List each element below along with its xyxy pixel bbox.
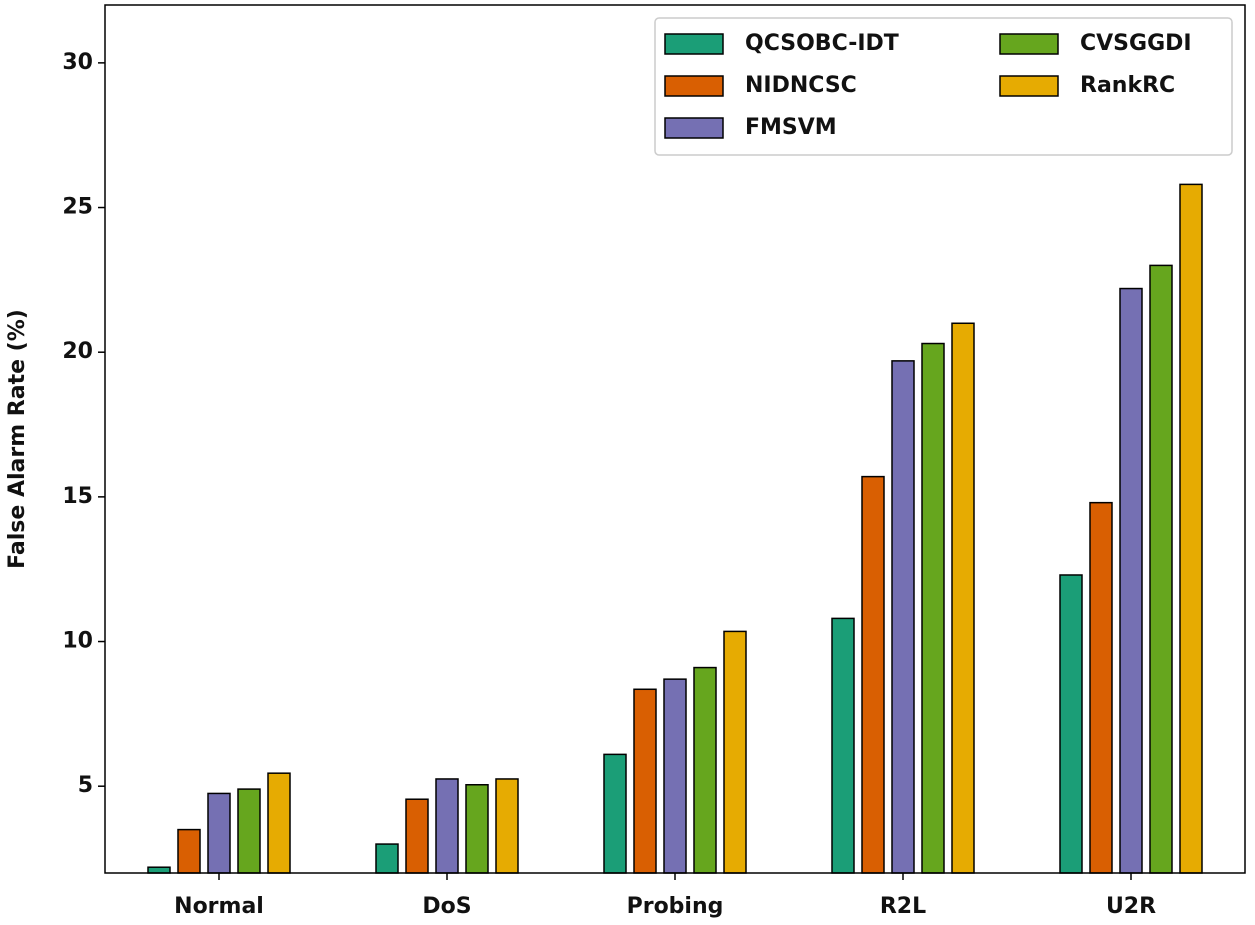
bar [861,475,885,874]
legend-swatch [664,33,724,55]
bar [495,778,519,874]
legend-label: RankRC [1080,73,1175,98]
bar [603,753,627,874]
bar [663,678,687,874]
legend-label: NIDNCSC [745,73,857,98]
x-tick-label: Normal [174,894,264,919]
bar [723,630,747,874]
bar [1179,183,1203,874]
legend-swatch [664,75,724,97]
bar [1149,264,1173,874]
legend-label: QCSOBC-IDT [745,31,899,56]
y-tick-label: 25 [62,195,93,220]
legend-label: FMSVM [745,115,837,140]
legend-label: CVSGGDI [1080,31,1192,56]
bar [177,828,201,874]
bar [147,866,171,874]
bar [1059,574,1083,874]
bar [267,772,291,874]
bar [693,666,717,874]
legend-swatch [664,117,724,139]
y-tick-label: 20 [62,339,93,364]
y-tick-label: 5 [78,773,93,798]
bar [237,788,261,874]
bar [1089,501,1113,874]
legend-frame [654,17,1233,156]
bar [435,778,459,874]
bar [375,843,399,874]
y-tick-label: 10 [62,629,93,654]
y-axis-label: False Alarm Rate (%) [5,309,30,569]
y-tick-label: 30 [62,50,93,75]
bar [465,784,489,874]
bar [891,360,915,874]
x-tick-label: R2L [880,894,926,919]
bar [831,617,855,874]
bar [1119,287,1143,874]
x-tick-label: DoS [422,894,471,919]
bar [405,798,429,874]
y-tick-label: 15 [62,484,93,509]
x-tick-label: Probing [627,894,724,919]
plot-frame [104,4,1246,874]
legend-swatch [999,75,1059,97]
bar [633,688,657,874]
bar [207,792,231,874]
bar [951,322,975,874]
legend-swatch [999,33,1059,55]
bar [921,342,945,874]
x-tick-label: U2R [1106,894,1156,919]
